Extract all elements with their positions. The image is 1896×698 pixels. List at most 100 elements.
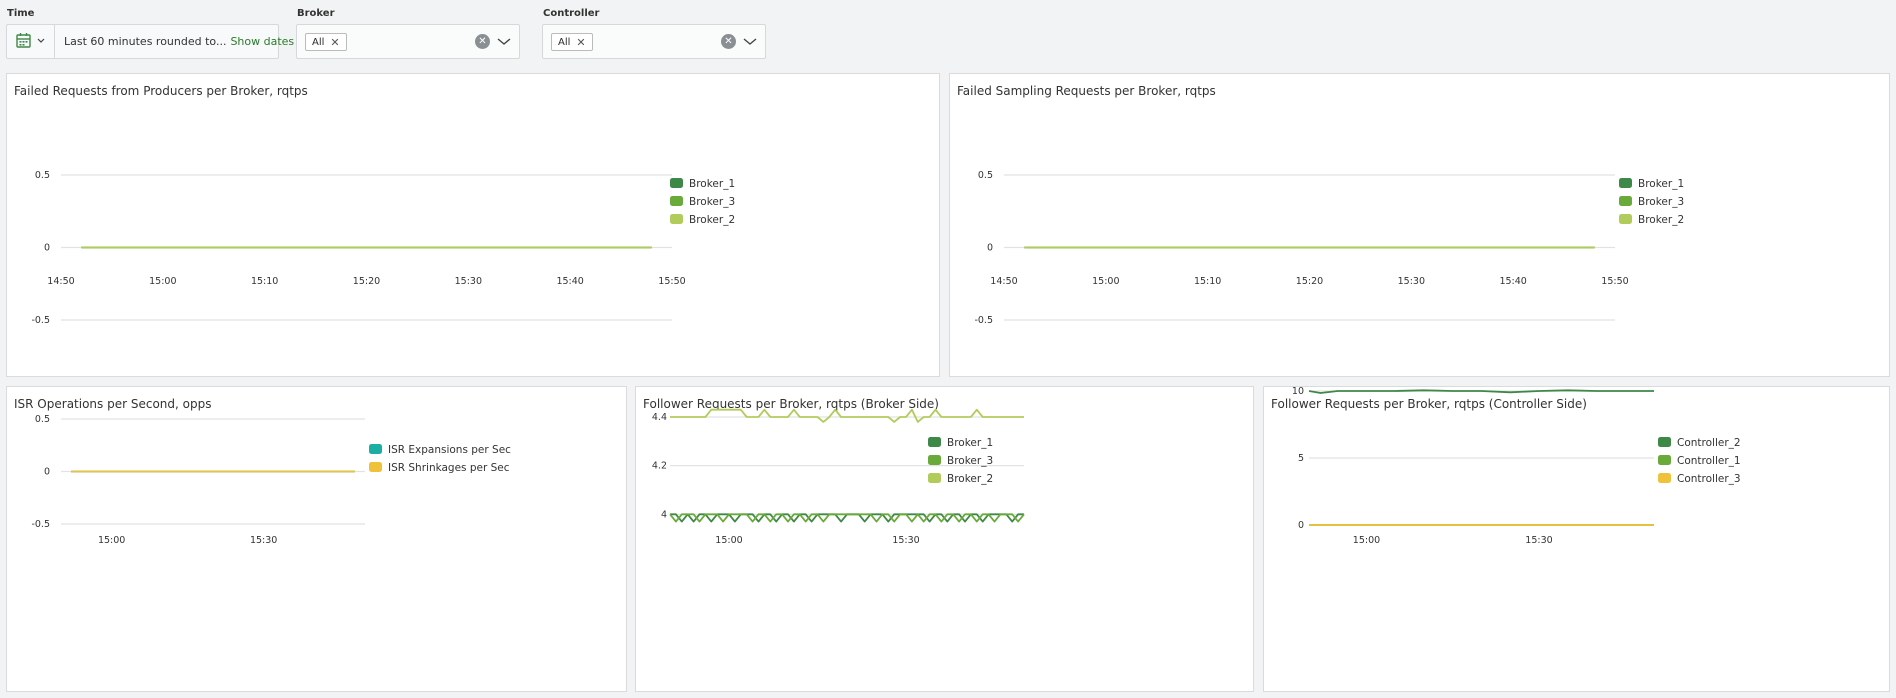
legend-swatch (1658, 455, 1671, 465)
panel-title: ISR Operations per Second, opps (14, 397, 212, 411)
legend-label[interactable]: Controller_3 (1677, 473, 1741, 485)
legend-label[interactable]: Broker_1 (1638, 178, 1684, 190)
x-tick-label: 14:50 (990, 276, 1017, 287)
filter-bar: Time Last 60 minutes rounded to... Show d… (0, 0, 1896, 70)
x-tick-label: 15:00 (149, 276, 176, 287)
legend-label[interactable]: Broker_2 (947, 473, 993, 485)
y-tick-label: -0.5 (31, 315, 50, 326)
legend-swatch (1619, 196, 1632, 206)
legend-label[interactable]: Broker_3 (689, 196, 735, 208)
y-tick-label: 10 (1292, 387, 1304, 397)
calendar-dropdown-button[interactable] (7, 25, 55, 58)
chevron-down-icon (37, 38, 45, 43)
broker-filter-label: Broker (297, 8, 335, 19)
time-range-text: Last 60 minutes rounded to... Show dates (64, 35, 294, 48)
legend-swatch (1658, 473, 1671, 483)
y-tick-label: 4.2 (652, 461, 667, 472)
remove-tag-icon[interactable]: ✕ (330, 35, 340, 49)
chart-svg: 4.4 4.2 4 15:00 15:30 Broker_1 Broker_3 Broker_… (652, 408, 1025, 546)
x-tick-label: 15:30 (455, 276, 482, 287)
clear-selection-icon[interactable]: ✕ (721, 34, 736, 49)
legend-label[interactable]: Broker_2 (1638, 214, 1684, 226)
legend-swatch (928, 437, 941, 447)
legend-label[interactable]: ISR Shrinkages per Sec (388, 462, 510, 474)
panel-failed-producer-requests: Failed Requests from Producers per Broke… (6, 73, 940, 377)
y-tick-label: 0 (44, 467, 50, 478)
controller-tag-all: All ✕ (551, 33, 593, 51)
time-range-value: Last 60 minutes rounded to... (64, 35, 227, 48)
legend-swatch (928, 455, 941, 465)
x-tick-label: 15:30 (250, 535, 277, 546)
legend-swatch (670, 178, 683, 188)
chart-svg: 0.5 0 -0.5 15:00 15:30 ISR Expansions per Sec… (31, 414, 511, 546)
legend-label[interactable]: ISR Expansions per Sec (388, 444, 511, 456)
y-tick-label: -0.5 (974, 315, 993, 326)
calendar-icon (16, 33, 45, 48)
panel-follower-requests-broker-side: Follower Requests per Broker, rqtps (Bro… (635, 386, 1254, 692)
x-tick-label: 15:50 (1601, 276, 1628, 287)
legend-swatch (928, 473, 941, 483)
x-tick-label: 15:40 (556, 276, 583, 287)
x-tick-label: 14:50 (47, 276, 74, 287)
legend-label[interactable]: Broker_1 (947, 437, 993, 449)
y-tick-label: 0 (44, 243, 50, 254)
chevron-down-icon[interactable] (496, 31, 512, 51)
legend-label[interactable]: Controller_1 (1677, 455, 1741, 467)
legend-swatch (369, 462, 382, 472)
broker-tag-all: All ✕ (305, 33, 347, 51)
legend-label[interactable]: Broker_3 (947, 455, 993, 467)
broker-select[interactable]: All ✕ ✕ (296, 24, 520, 59)
chevron-down-icon[interactable] (742, 31, 758, 51)
panel-title: Failed Requests from Producers per Broke… (14, 84, 308, 98)
legend-swatch (1619, 214, 1632, 224)
controller-select[interactable]: All ✕ ✕ (542, 24, 766, 59)
clear-selection-icon[interactable]: ✕ (475, 34, 490, 49)
legend-label[interactable]: Broker_3 (1638, 196, 1684, 208)
legend-swatch (1658, 437, 1671, 447)
x-tick-label: 15:20 (353, 276, 380, 287)
panel-isr-operations: ISR Operations per Second, opps 0.5 0 -0.5… (6, 386, 627, 692)
remove-tag-icon[interactable]: ✕ (576, 35, 586, 49)
controller-tag-label: All (558, 36, 571, 48)
legend-label[interactable]: Broker_1 (689, 178, 735, 190)
panel-title: Follower Requests per Broker, rqtps (Bro… (643, 397, 939, 411)
y-tick-label: 0.5 (978, 170, 993, 181)
x-tick-label: 15:10 (251, 276, 278, 287)
y-tick-label: 4 (661, 509, 667, 520)
x-tick-label: 15:00 (98, 535, 125, 546)
legend-label[interactable]: Broker_2 (689, 214, 735, 226)
x-tick-label: 15:50 (658, 276, 685, 287)
broker-tag-label: All (312, 36, 325, 48)
x-tick-label: 15:30 (892, 535, 919, 546)
chart-svg: 0.5 0 -0.5 14:50 15:00 15:10 15:20 15:30 15:40 15… (31, 170, 735, 326)
time-range-picker[interactable]: Last 60 minutes rounded to... Show dates (6, 24, 294, 59)
series-line-broker-3[interactable] (669, 513, 1025, 523)
time-filter-label: Time (7, 8, 35, 19)
panel-failed-sampling-requests: Failed Sampling Requests per Broker, rqt… (949, 73, 1890, 377)
legend-swatch (670, 196, 683, 206)
series-line-controller-2[interactable] (1308, 389, 1654, 394)
x-tick-label: 15:00 (1353, 535, 1380, 546)
panel-title: Failed Sampling Requests per Broker, rqt… (957, 84, 1216, 98)
x-tick-label: 15:20 (1296, 276, 1323, 287)
y-tick-label: 0 (987, 243, 993, 254)
y-tick-label: 0.5 (35, 414, 50, 425)
legend-label[interactable]: Controller_2 (1677, 437, 1741, 449)
legend-swatch (670, 214, 683, 224)
y-tick-label: 0 (1298, 520, 1304, 531)
series-line-broker-2[interactable] (670, 408, 1024, 423)
x-tick-label: 15:10 (1194, 276, 1221, 287)
y-tick-label: -0.5 (31, 519, 50, 530)
chart-svg: 0.5 0 -0.5 14:50 15:00 15:10 15:20 15:30 15:40 15… (974, 170, 1684, 326)
x-tick-label: 15:30 (1398, 276, 1425, 287)
legend-swatch (369, 444, 382, 454)
x-tick-label: 15:00 (1092, 276, 1119, 287)
show-dates-link[interactable]: Show dates (230, 35, 295, 48)
x-tick-label: 15:30 (1525, 535, 1552, 546)
legend-swatch (1619, 178, 1632, 188)
x-tick-label: 15:00 (715, 535, 742, 546)
controller-filter-label: Controller (543, 8, 600, 19)
y-tick-label: 4.4 (652, 412, 667, 423)
panel-title: Follower Requests per Broker, rqtps (Con… (1271, 397, 1587, 411)
chart-svg: 10 5 0 15:00 15:30 Controller_2 Controller_1 Co… (1292, 387, 1741, 546)
